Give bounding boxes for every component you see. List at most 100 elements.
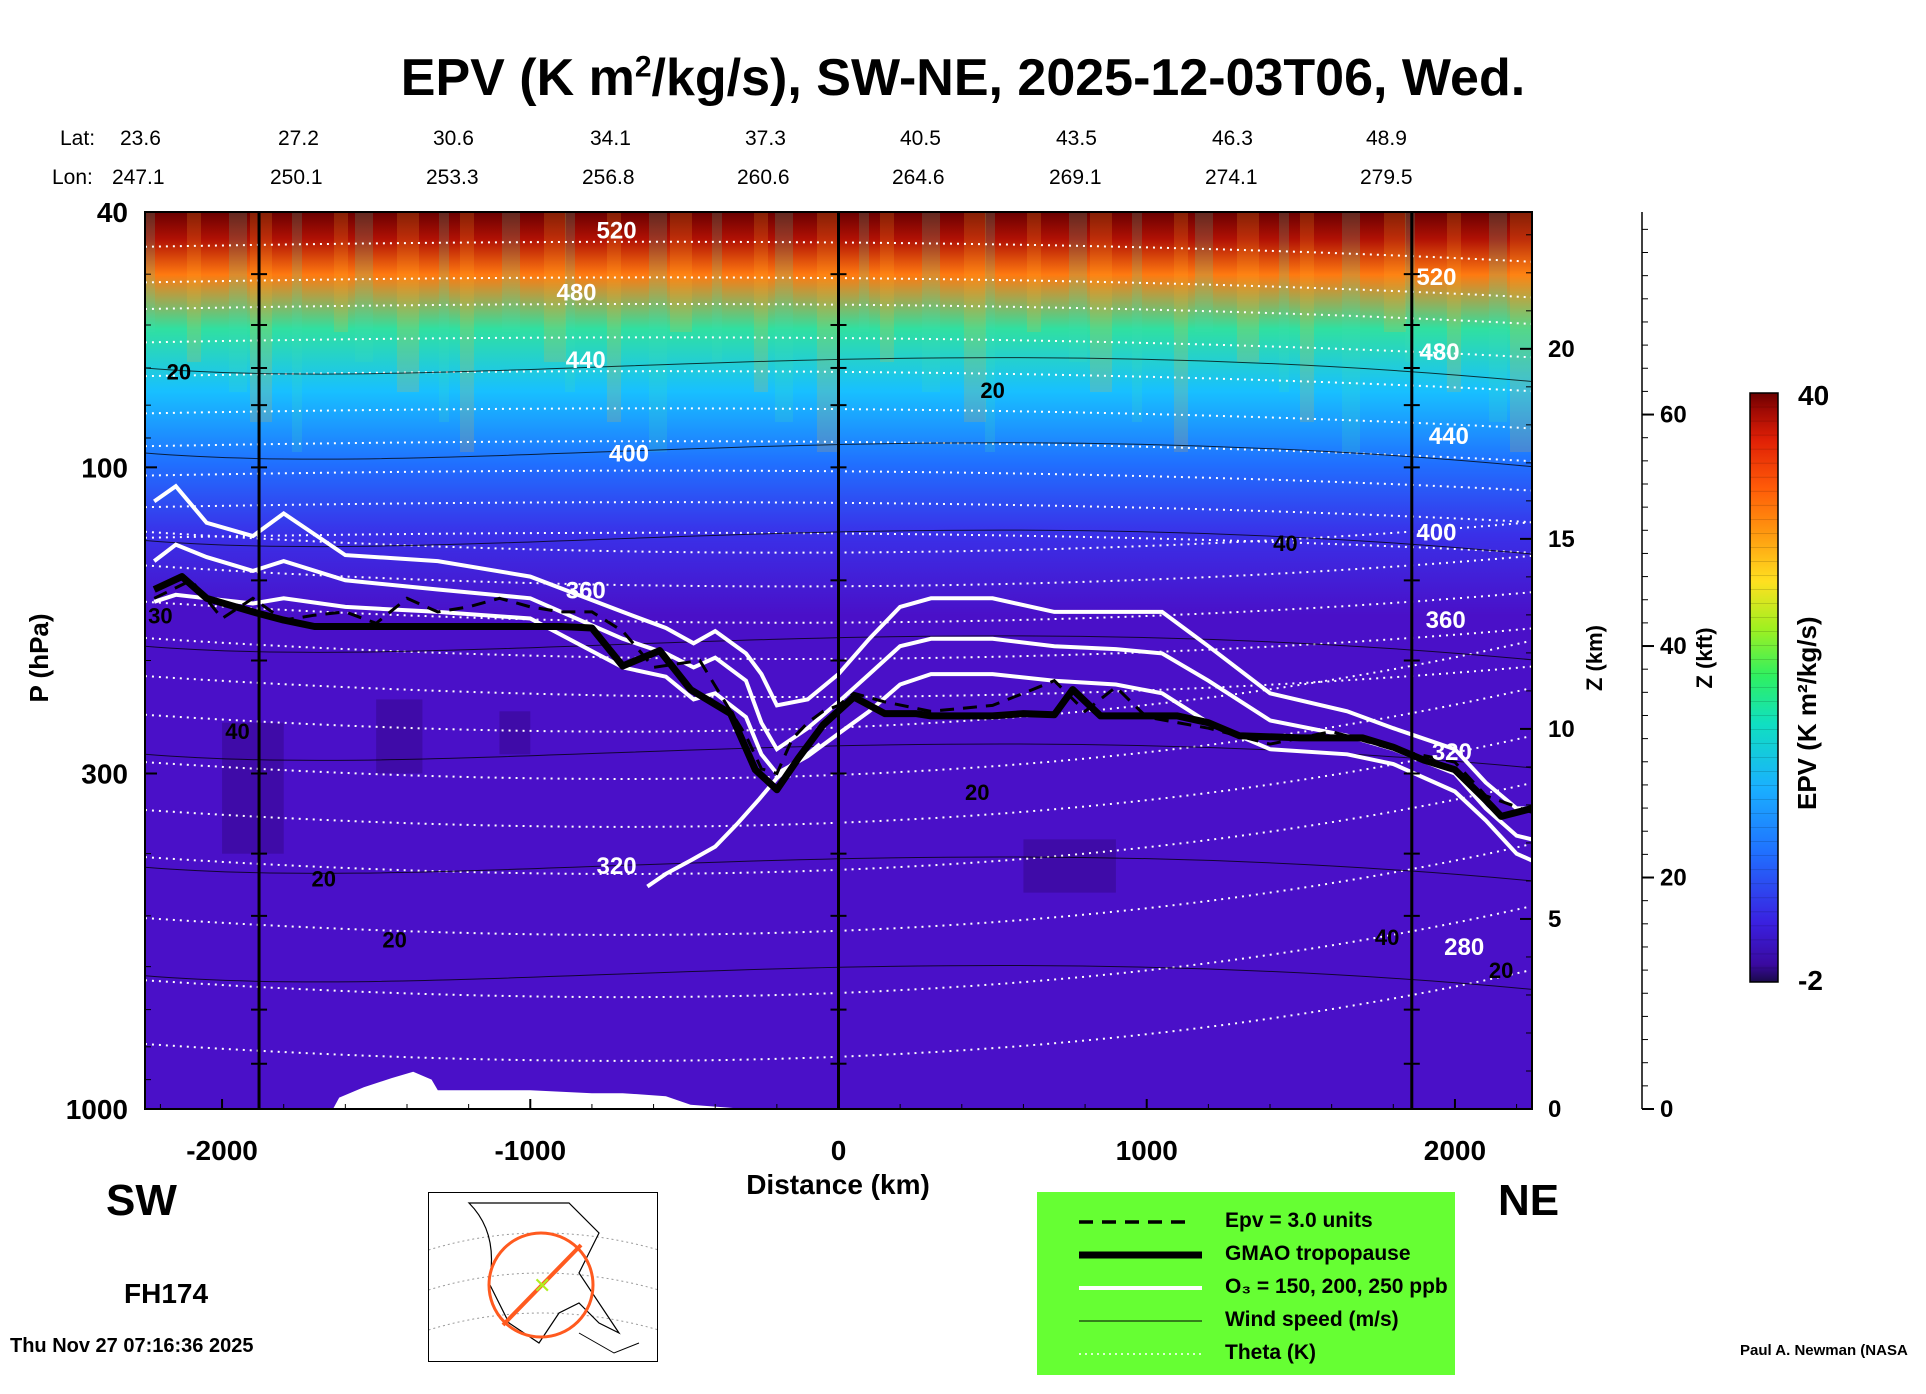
- terrain-fill: [145, 1071, 771, 1109]
- epv-streak: [250, 212, 272, 422]
- z-km-tick-label: 0: [1548, 1096, 1561, 1123]
- colorbar-max-label: 40: [1798, 380, 1829, 411]
- wind-label: 20: [312, 866, 336, 891]
- epv-streak: [1027, 212, 1041, 332]
- wind-label: 20: [980, 378, 1004, 403]
- theta-label: 520: [1416, 264, 1456, 291]
- wind-contour: [145, 964, 1532, 990]
- epv-streak: [397, 212, 419, 392]
- lon-value: 253.3: [426, 166, 479, 189]
- low-epv-patch: [499, 711, 531, 755]
- epv-streak: [460, 212, 474, 452]
- lat-label: Lat:: [60, 127, 96, 150]
- wind-contour: [145, 856, 1532, 882]
- z-kft-tick-label: 60: [1660, 402, 1687, 429]
- epv-streak: [565, 212, 575, 392]
- theta-label: 480: [556, 280, 596, 307]
- legend-label-ozone: O₃ = 150, 200, 250 ppb: [1225, 1275, 1448, 1298]
- z-km-tick-label: 5: [1548, 906, 1561, 933]
- x-tick-label: 0: [831, 1135, 847, 1166]
- epv-streak: [439, 212, 449, 422]
- epv-streak: [1237, 212, 1259, 362]
- map-range-circle: [487, 1231, 595, 1339]
- wind-contour: [145, 357, 1532, 383]
- wind-label: 20: [382, 927, 406, 952]
- lon-value: 250.1: [270, 166, 323, 189]
- epv-streak: [1300, 212, 1314, 422]
- epv-streak: [775, 212, 793, 422]
- z-km-tick-label: 15: [1548, 526, 1575, 553]
- map-latitude-line: [429, 1232, 657, 1251]
- epv-streak: [355, 212, 373, 362]
- colorbar-title: EPV (K m²/kg/s): [1792, 616, 1822, 810]
- legend-swatches: [1079, 1220, 1202, 1355]
- wind-contour: [145, 442, 1532, 468]
- ozone-contour: [153, 483, 1532, 811]
- epv-streak: [1279, 212, 1289, 392]
- lon-value: 260.6: [737, 166, 790, 189]
- epv-streak: [922, 212, 940, 392]
- z-kft-tick-label: 0: [1660, 1096, 1673, 1123]
- lon-value: 269.1: [1049, 166, 1102, 189]
- inset-map-drawing: ✕: [429, 1202, 657, 1354]
- epv-streak: [1489, 212, 1507, 422]
- legend-label-theta: Theta (K): [1225, 1341, 1316, 1364]
- lat-value: 34.1: [590, 127, 631, 150]
- theta-label: 280: [1444, 934, 1484, 961]
- wind-label: 40: [1273, 531, 1297, 556]
- theta-label: 320: [597, 853, 637, 880]
- x-tick-label: -2000: [186, 1135, 258, 1166]
- epv-streak: [1195, 212, 1213, 332]
- lon-value: 264.6: [892, 166, 945, 189]
- epv-streak: [145, 212, 155, 332]
- epv-streak: [670, 212, 692, 332]
- colorbar-ticks: [1750, 406, 1778, 969]
- lon-value: 247.1: [112, 166, 165, 189]
- wind-contour: [145, 743, 1532, 769]
- y-axis-title: P (hPa): [24, 613, 54, 702]
- y-tick-label: 300: [81, 758, 128, 789]
- ozone-contour: [152, 542, 1532, 842]
- z-km-tick-label: 20: [1548, 336, 1575, 363]
- epv-streak: [544, 212, 566, 362]
- theta-label: 440: [566, 347, 606, 374]
- wind-label: 40: [1375, 925, 1399, 950]
- theta-label: 400: [609, 441, 649, 468]
- wind-label: 20: [965, 780, 989, 805]
- ozone-contour: [153, 592, 1532, 863]
- epv-streak: [292, 212, 302, 452]
- x-axis-title: Distance (km): [746, 1169, 930, 1200]
- epv-streak: [964, 212, 986, 422]
- theta-label: 400: [1416, 519, 1456, 546]
- lat-value: 40.5: [900, 127, 941, 150]
- wind-label: 20: [167, 360, 191, 385]
- epv-streak: [754, 212, 768, 392]
- epv-streak: [1069, 212, 1087, 362]
- x-tick-label: -1000: [494, 1135, 566, 1166]
- epv-streak: [1510, 212, 1532, 452]
- reference-lines: [251, 211, 1420, 1109]
- epv-streak: [1090, 212, 1112, 392]
- z-km-tick-label: 10: [1548, 716, 1575, 743]
- epv-streak: [880, 212, 894, 362]
- y-tick-label: 1000: [66, 1094, 128, 1125]
- wind-contour: [145, 635, 1532, 661]
- map-center-marker: ✕: [533, 1273, 551, 1298]
- lat-value: 30.6: [433, 127, 474, 150]
- stratospheric-epv-region: [145, 212, 1532, 452]
- epv-streak: [1384, 212, 1406, 332]
- legend: Epv = 3.0 units GMAO tropopause O₃ = 150…: [1037, 1192, 1455, 1375]
- lon-value: 279.5: [1360, 166, 1413, 189]
- epv-streak: [334, 212, 348, 332]
- lat-value: 46.3: [1212, 127, 1253, 150]
- direction-ne: NE: [1498, 1176, 1560, 1225]
- timestamp: Thu Nov 27 07:16:36 2025: [10, 1335, 254, 1357]
- y-tick-label: 100: [81, 452, 128, 483]
- inset-map: ✕: [428, 1192, 658, 1362]
- lat-value: 37.3: [745, 127, 786, 150]
- chart-title: EPV (K m2/kg/s), SW-NE, 2025-12-03T06, W…: [400, 49, 1526, 107]
- forecast-hour: FH174: [124, 1278, 209, 1309]
- lon-value: 256.8: [582, 166, 635, 189]
- theta-label: 440: [1429, 423, 1469, 450]
